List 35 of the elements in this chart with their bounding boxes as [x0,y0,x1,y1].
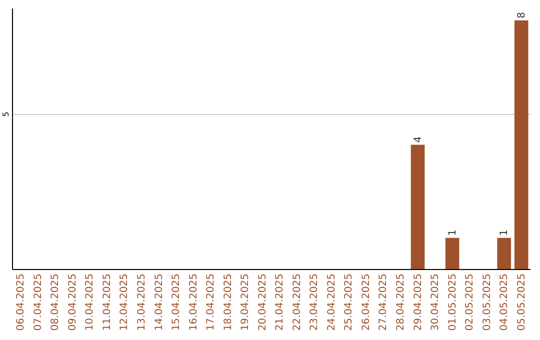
x-tick-label: 06.04.2025 [16,274,27,331]
x-tick-label: 16.04.2025 [188,274,200,331]
data-label: 4 [412,136,424,143]
data-label: 8 [516,12,528,18]
x-tick-label: 28.04.2025 [396,274,406,331]
x-tick-label: 30.04.2025 [430,274,442,331]
x-tick-label: 15.04.2025 [171,274,182,331]
x-tick-label: 20.04.2025 [257,274,268,331]
x-tick-label: 23.04.2025 [309,274,320,331]
x-tick-label: 29.04.2025 [412,274,424,331]
data-label: 1 [447,230,458,236]
x-tick-label: 02.05.2025 [464,274,476,331]
x-tick-label: 03.05.2025 [482,274,493,331]
x-tick-label: 07.04.2025 [32,274,44,331]
x-tick-label: 11.04.2025 [102,274,113,331]
x-tick-label: 24.04.2025 [326,274,338,331]
x-tick-label: 08.04.2025 [50,274,62,331]
x-tick-label: 05.05.2025 [516,274,528,331]
x-tick-label: 09.04.2025 [67,274,78,331]
x-tick-label: 22.04.2025 [292,274,303,331]
x-tick-label: 12.04.2025 [119,274,130,331]
x-tick-label: 13.04.2025 [136,274,148,331]
x-tick-label: 27.04.2025 [378,274,390,331]
data-label: 1 [499,230,510,236]
x-tick-label: 18.04.2025 [222,274,234,331]
x-tick-label: 21.04.2025 [274,274,286,331]
y-tick-label: 5 [2,112,10,117]
x-tick-label: 04.05.2025 [499,274,510,331]
x-tick-label: 25.04.2025 [344,274,355,331]
x-tick-label: 14.04.2025 [154,274,165,331]
x-tick-label: 19.04.2025 [240,274,252,331]
x-tick-label: 10.04.2025 [84,274,96,331]
x-tick-label: 17.04.2025 [206,274,217,331]
x-tick-label: 26.04.2025 [360,274,372,331]
x-tick-label: 01.05.2025 [447,274,458,331]
